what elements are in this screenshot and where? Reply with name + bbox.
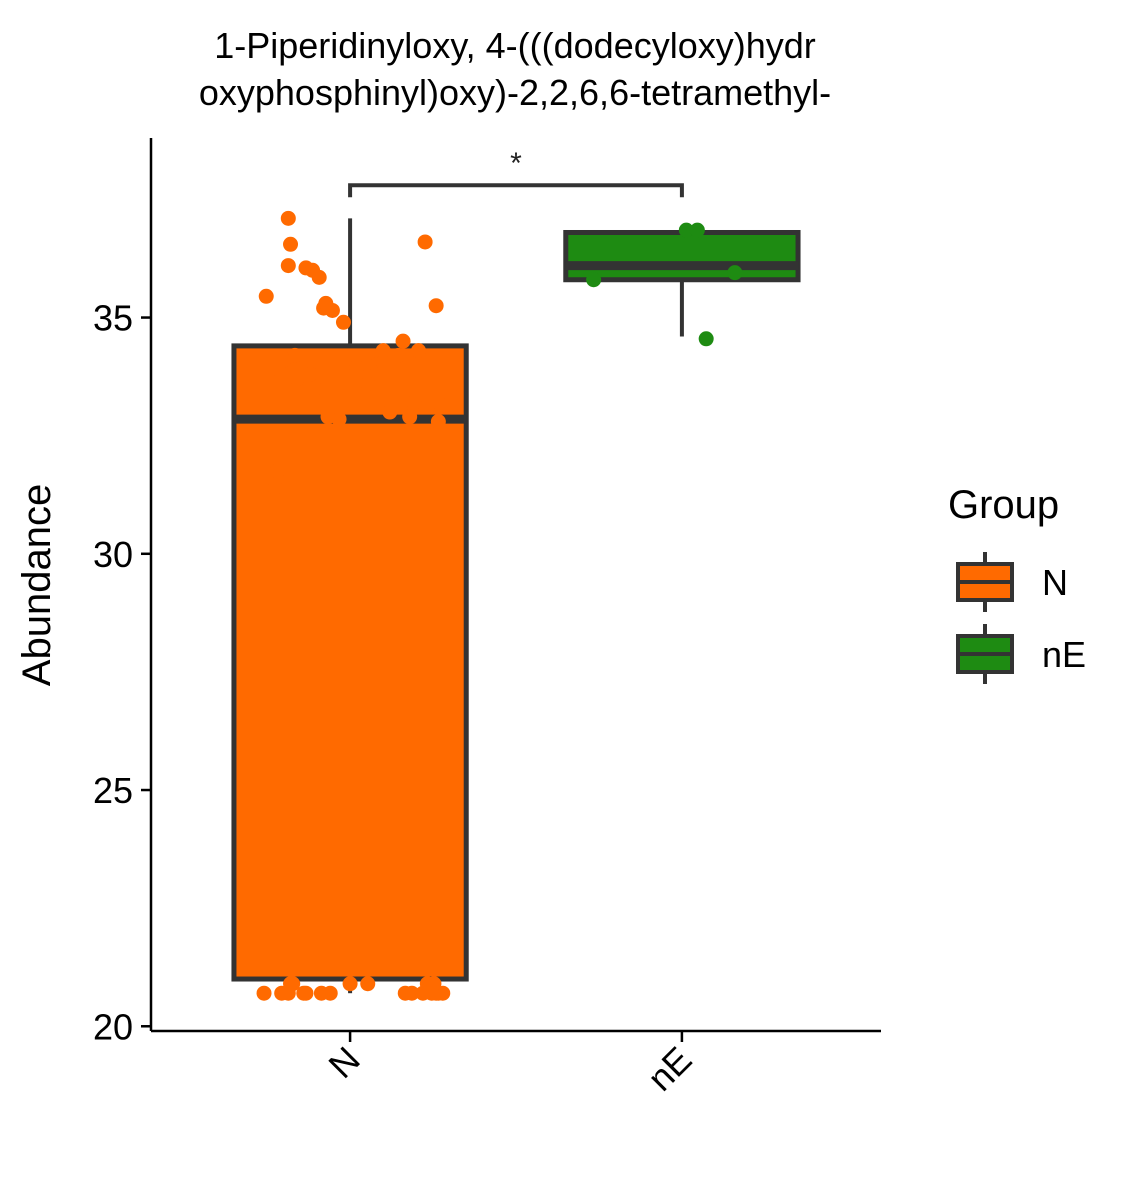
box-nE bbox=[563, 229, 801, 337]
data-point-N bbox=[302, 366, 318, 382]
data-point-N bbox=[360, 376, 376, 392]
data-point-N bbox=[406, 395, 422, 411]
data-point-N bbox=[256, 985, 272, 1001]
x-tick-label-nE: nE bbox=[639, 1039, 699, 1099]
data-point-N bbox=[422, 395, 438, 411]
y-tick-label-25: 25 bbox=[93, 770, 133, 811]
legend: Group NnE bbox=[948, 483, 1086, 684]
data-point-nE bbox=[727, 265, 743, 281]
data-point-N bbox=[435, 985, 451, 1001]
data-point-N bbox=[283, 236, 299, 252]
data-point-N bbox=[428, 298, 444, 314]
data-point-N bbox=[404, 985, 420, 1001]
significance-line bbox=[348, 183, 684, 198]
box-body-N bbox=[231, 343, 469, 982]
chart-title-line-2: oxyphosphinyl)oxy)-2,2,6,6-tetramethyl- bbox=[199, 72, 831, 113]
data-point-N bbox=[276, 352, 292, 368]
data-point-N bbox=[375, 343, 391, 359]
data-point-N bbox=[360, 976, 376, 992]
data-point-N bbox=[280, 210, 296, 226]
data-point-N bbox=[441, 385, 457, 401]
y-tick-label-20: 20 bbox=[93, 1006, 133, 1047]
legend-label-nE: nE bbox=[1042, 634, 1086, 675]
data-point-N bbox=[298, 985, 314, 1001]
data-point-N bbox=[324, 302, 340, 318]
data-point-N bbox=[426, 976, 442, 992]
data-point-N bbox=[311, 269, 327, 285]
data-point-N bbox=[307, 380, 323, 396]
y-tick-label-35: 35 bbox=[93, 298, 133, 339]
legend-entry-nE: nE bbox=[956, 624, 1086, 684]
data-point-N bbox=[410, 343, 426, 359]
significance-bracket: * bbox=[348, 147, 684, 198]
significance-label: * bbox=[510, 147, 522, 180]
data-point-nE bbox=[586, 272, 602, 288]
legend-entry-N: N bbox=[956, 552, 1068, 612]
data-point-N bbox=[382, 404, 398, 420]
data-point-N bbox=[322, 985, 338, 1001]
data-point-N bbox=[417, 234, 433, 250]
data-point-N bbox=[283, 976, 299, 992]
data-point-N bbox=[258, 288, 274, 304]
data-point-nE bbox=[678, 222, 694, 238]
legend-title: Group bbox=[948, 483, 1059, 527]
data-point-N bbox=[289, 371, 305, 387]
data-point-N bbox=[269, 463, 285, 479]
data-point-N bbox=[267, 480, 283, 496]
data-point-nE bbox=[698, 331, 714, 347]
data-point-N bbox=[335, 314, 351, 330]
y-axis-title: Abundance bbox=[15, 484, 59, 686]
data-point-N bbox=[391, 347, 407, 363]
plot-area: * bbox=[231, 147, 801, 1001]
box-body-nE bbox=[563, 229, 801, 283]
box-N bbox=[231, 218, 469, 994]
x-tick-label-N: N bbox=[320, 1039, 367, 1086]
y-axis: 20 25 30 35 bbox=[93, 298, 151, 1047]
data-point-N bbox=[342, 976, 358, 992]
data-point-N bbox=[320, 409, 336, 425]
data-point-N bbox=[375, 354, 391, 370]
chart-title-line-1: 1-Piperidinyloxy, 4-(((dodecyloxy)hydr bbox=[214, 25, 816, 66]
data-point-N bbox=[280, 258, 296, 274]
data-point-N bbox=[349, 359, 365, 375]
data-point-N bbox=[430, 413, 446, 429]
data-point-N bbox=[395, 333, 411, 349]
chart-title: 1-Piperidinyloxy, 4-(((dodecyloxy)hydr o… bbox=[199, 25, 831, 113]
data-point-N bbox=[402, 409, 418, 425]
legend-label-N: N bbox=[1042, 562, 1068, 603]
data-point-nE bbox=[689, 222, 705, 238]
y-tick-label-30: 30 bbox=[93, 534, 133, 575]
